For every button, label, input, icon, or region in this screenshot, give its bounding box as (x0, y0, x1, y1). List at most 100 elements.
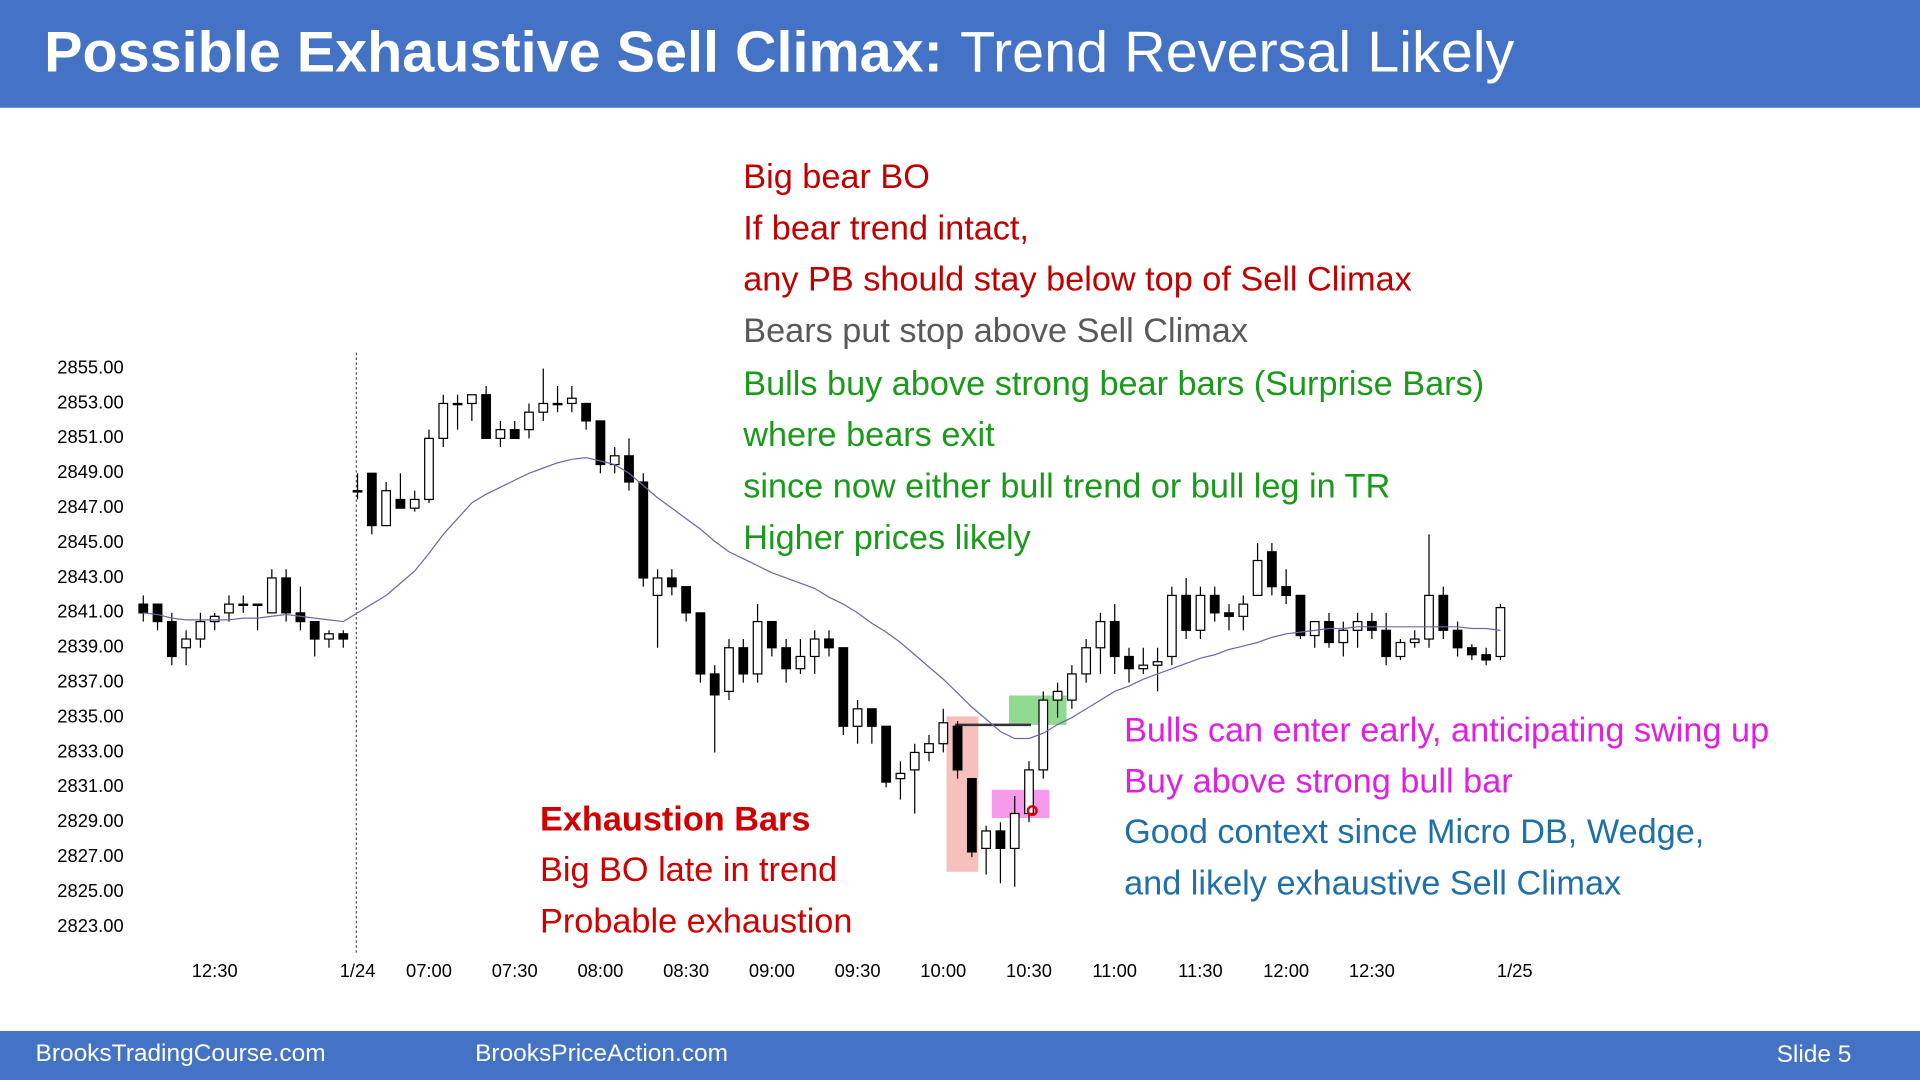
candle-body (266, 577, 277, 614)
candle-body (424, 437, 434, 501)
candle-body (981, 830, 992, 850)
annotation-line: Big bear BO (743, 158, 930, 196)
candle-body (595, 420, 606, 466)
candle-body (1124, 655, 1134, 670)
x-tick-label: 11:00 (1092, 960, 1137, 981)
candle-body (1238, 603, 1249, 617)
candle-body (1352, 620, 1363, 631)
candle-body (324, 633, 334, 640)
candle-body (166, 620, 177, 658)
x-tick-label: 10:00 (920, 960, 966, 981)
candle-body (1366, 620, 1377, 631)
slide-number: Slide 5 (1777, 1041, 1852, 1068)
y-tick-label: 2851.00 (57, 426, 123, 447)
candle-body (938, 722, 949, 745)
x-tick-label: 1/24 (340, 960, 376, 981)
candle-body (895, 772, 906, 780)
annotation-line: Good context since Micro DB, Wedge, (1124, 813, 1704, 851)
candle-body (966, 778, 977, 853)
y-tick-label: 2825.00 (57, 880, 123, 901)
candle-body (1281, 586, 1292, 597)
candle-body (1066, 673, 1077, 701)
y-tick-label: 2845.00 (57, 531, 123, 552)
candle-body (438, 402, 449, 439)
footer-bar (0, 1031, 1920, 1080)
candle-body (252, 603, 263, 606)
candle-body (1224, 612, 1234, 617)
candle-body (852, 708, 863, 727)
candle-body (509, 429, 520, 439)
candle-body (1452, 629, 1463, 649)
annotation-line: and likely exhaustive Sell Climax (1124, 864, 1621, 902)
candle-body (952, 725, 963, 771)
x-tick-label: 11:30 (1178, 960, 1223, 981)
candle-body (1381, 629, 1392, 658)
annotation-line: Bulls buy above strong bear bars (Surpri… (743, 365, 1484, 403)
y-tick-label: 2827.00 (57, 845, 123, 866)
y-tick-label: 2833.00 (57, 740, 123, 761)
footer-left: BrooksTradingCourse.com (36, 1040, 326, 1067)
candle-body (152, 603, 163, 623)
annotation-line: Probable exhaustion (540, 902, 852, 940)
y-tick-label: 2855.00 (57, 356, 123, 377)
candle-body (1166, 594, 1177, 658)
annotation-line: Buy above strong bull bar (1124, 763, 1513, 801)
x-tick-label: 09:00 (749, 960, 795, 981)
candle-body (1052, 690, 1063, 701)
candle-body (1266, 551, 1277, 588)
candle-body (209, 615, 220, 623)
y-tick-label: 2849.00 (57, 461, 123, 482)
annotation-line: any PB should stay below top of Sell Cli… (743, 261, 1412, 299)
candle-body (366, 472, 377, 527)
x-tick-label: 1/25 (1497, 960, 1533, 981)
candle-body (1095, 620, 1106, 649)
candle-body (866, 708, 877, 727)
annotation-line: Higher prices likely (743, 519, 1031, 557)
title-bold: Possible Exhaustive Sell Climax: (44, 21, 943, 85)
candle-body (638, 481, 649, 579)
candle-body (1324, 620, 1334, 644)
candle-body (781, 647, 792, 670)
candle-body (1109, 620, 1120, 658)
candle-body (538, 402, 549, 413)
annotation-line: since now either bull trend or bull leg … (743, 468, 1390, 506)
candle-body (995, 830, 1006, 850)
candle-body (1481, 654, 1492, 661)
y-tick-label: 2837.00 (57, 670, 123, 691)
candle-body (552, 402, 563, 406)
title-rest: Trend Reversal Likely (960, 21, 1515, 85)
candle-body (1195, 594, 1206, 631)
candle-body (666, 577, 677, 588)
y-tick-label: 2843.00 (57, 566, 123, 587)
candle-body (495, 429, 506, 439)
candle-body (281, 577, 292, 614)
header-bar (0, 0, 1920, 108)
slide-title: Possible Exhaustive Sell Climax: Trend Re… (44, 21, 1514, 85)
x-tick-label: 12:00 (1263, 960, 1309, 981)
x-tick-label: 07:00 (406, 960, 452, 981)
candle-body (138, 603, 149, 614)
candle-body (309, 620, 320, 640)
candle-body (566, 397, 577, 405)
candle-body (1395, 641, 1406, 658)
y-tick-label: 2823.00 (57, 915, 123, 936)
y-tick-label: 2829.00 (57, 810, 123, 831)
candle-body (581, 402, 592, 422)
candle-body (524, 411, 534, 431)
annotation-line: where bears exit (742, 416, 995, 454)
candle-body (909, 751, 920, 771)
candle-body (395, 498, 406, 509)
candle-body (1009, 812, 1020, 850)
candle-body (1081, 647, 1092, 675)
moving-average (143, 456, 1501, 740)
candle-body (1209, 594, 1220, 614)
candle-body (481, 394, 492, 439)
candle-body (1338, 629, 1349, 644)
candle-body (624, 455, 634, 483)
y-tick-label: 2831.00 (57, 775, 123, 796)
candle-body (709, 673, 720, 696)
candle-body (1181, 594, 1192, 631)
candle-body (838, 647, 849, 727)
